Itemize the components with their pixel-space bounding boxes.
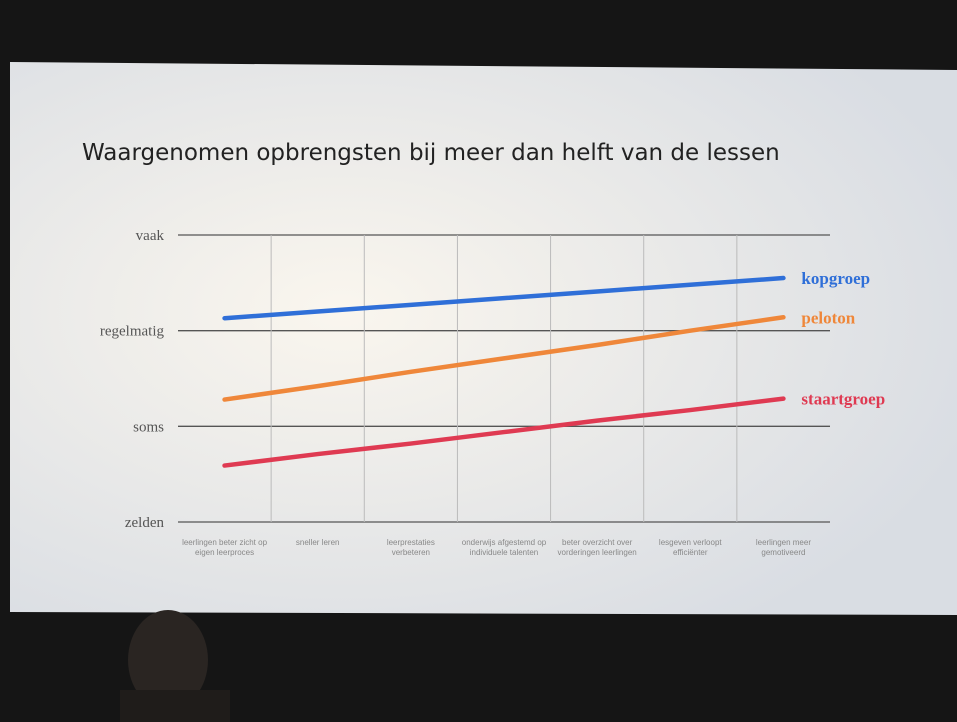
x-tick-label: sneller leren <box>274 538 362 548</box>
x-tick-label: lesgeven verloopt efficiënter <box>646 538 734 558</box>
legend-label: peloton <box>801 308 855 327</box>
legend-label: kopgroep <box>801 269 870 288</box>
x-tick-label: onderwijs afgestemd op individuele talen… <box>460 538 548 558</box>
legend-label: staartgroep <box>801 390 885 409</box>
y-tick-label: vaak <box>136 228 165 244</box>
screenshot: Waargenomen opbrengsten bij meer dan hel… <box>0 0 957 722</box>
chart: Waargenomen opbrengsten bij meer dan hel… <box>0 0 957 722</box>
x-tick-label: beter overzicht over vorderingen leerlin… <box>553 538 641 558</box>
y-tick-label: zelden <box>125 515 165 531</box>
chart-title: Waargenomen opbrengsten bij meer dan hel… <box>82 140 780 166</box>
x-tick-label: leerlingen meer gemotiveerd <box>739 538 827 558</box>
x-tick-label: leerprestaties verbeteren <box>367 538 455 558</box>
presenter-body <box>120 690 230 722</box>
x-tick-label: leerlingen beter zicht op eigen leerproc… <box>181 538 269 558</box>
y-tick-label: soms <box>133 419 164 435</box>
y-tick-label: regelmatig <box>100 324 165 340</box>
